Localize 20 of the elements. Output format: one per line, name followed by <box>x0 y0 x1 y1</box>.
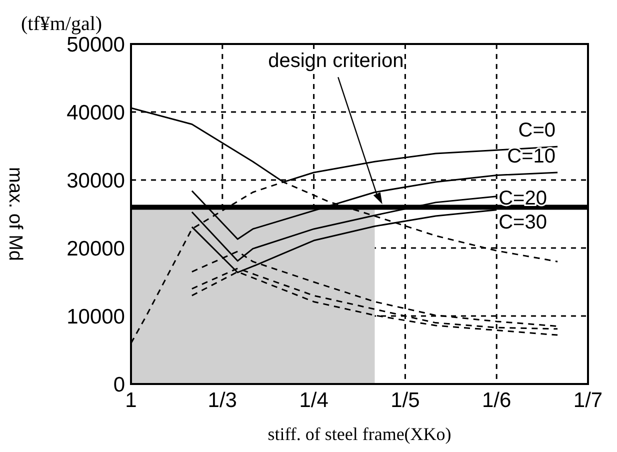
text: (tf¥m/gal) <box>21 13 102 35</box>
series-label: C=0 <box>518 120 556 142</box>
y-tick-label: 20000 <box>66 237 125 260</box>
x-tick-label: 1 <box>125 388 137 412</box>
series-label: C=30 <box>498 211 547 234</box>
y-tick-label: 30000 <box>66 169 125 192</box>
x-tick-label: 1/6 <box>482 388 512 412</box>
y-tick-label: 40000 <box>66 101 125 124</box>
x-tick-label: 1/5 <box>390 388 420 412</box>
y-tick-label: 0 <box>113 373 125 396</box>
x-tick-label: 1/7 <box>573 388 603 412</box>
y-tick-label: 50000 <box>66 33 125 56</box>
y-axis-title: max. of Md <box>4 167 26 261</box>
y-tick-label: 10000 <box>66 305 125 328</box>
series-label: C=20 <box>498 187 547 210</box>
ref-line-label: design criterion <box>268 50 404 72</box>
x-tick-label: 1/3 <box>208 388 237 412</box>
x-axis-title: stiff. of steel frame(XKo) <box>268 424 452 444</box>
x-tick-label: 1/4 <box>299 388 329 412</box>
series-label: C=10 <box>507 146 556 168</box>
